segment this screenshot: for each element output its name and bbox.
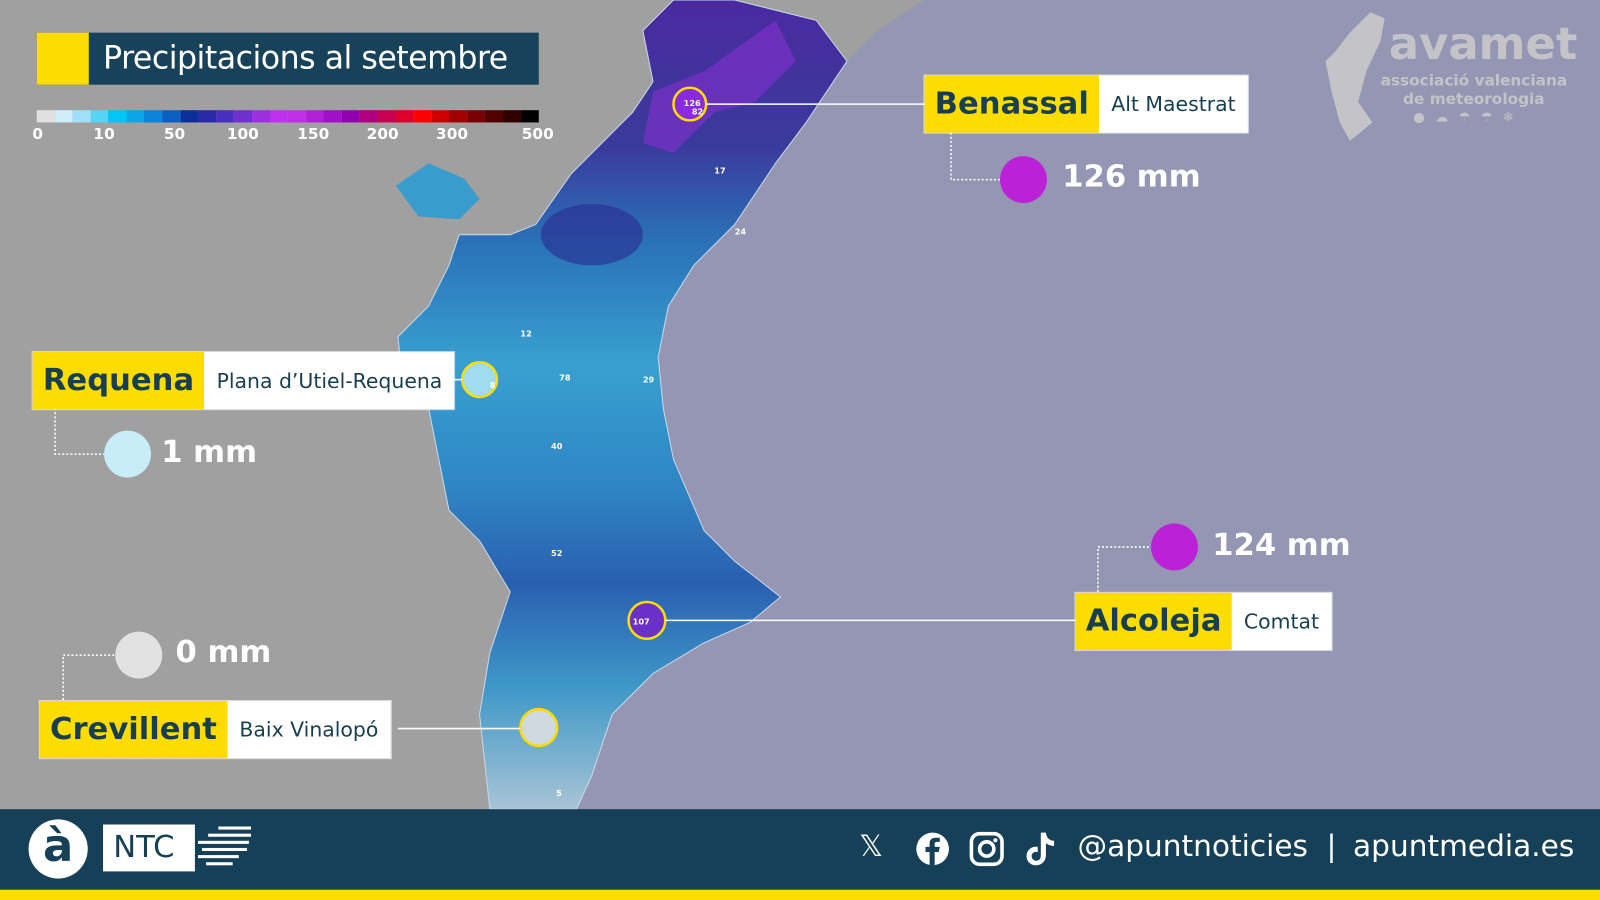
- station-label: 78: [559, 373, 571, 383]
- comarca-name: Baix Vinalopó: [227, 701, 391, 759]
- legend-tick: 50: [163, 124, 186, 143]
- avamet-line1: associació valenciana: [1380, 71, 1568, 90]
- marker-crevillent[interactable]: [519, 707, 559, 748]
- legend-swatch: [395, 110, 414, 123]
- value-dot: [104, 430, 152, 478]
- apunt-logo[interactable]: à: [28, 819, 88, 879]
- comarca-name: Alt Maestrat: [1099, 75, 1248, 133]
- comarca-name: Plana d’Utiel-Requena: [204, 352, 455, 410]
- station-label: 12: [520, 329, 531, 339]
- tiktok-icon[interactable]: [1024, 831, 1057, 868]
- ademuz-enclave: [395, 163, 480, 220]
- facebook-icon[interactable]: [915, 832, 950, 867]
- legend-swatch: [90, 110, 109, 123]
- inland-heavy-area: [540, 204, 643, 266]
- legend-tick: 200: [366, 124, 399, 143]
- legend-swatch: [72, 110, 91, 123]
- legend-swatch: [287, 110, 306, 123]
- legend-swatch: [216, 110, 235, 123]
- legend-tick: 0: [32, 124, 44, 143]
- callout-requena: Requena Plana d’Utiel-Requena: [32, 352, 455, 410]
- legend-tick: 500: [521, 124, 554, 143]
- legend-swatch: [431, 110, 450, 123]
- legend-swatch: [36, 110, 55, 123]
- precip-value: 1 mm: [161, 434, 257, 471]
- precip-value: 124 mm: [1212, 527, 1351, 564]
- legend-swatch: [126, 110, 145, 123]
- station-label: 40: [551, 441, 563, 451]
- legend-swatch: [449, 110, 468, 123]
- avamet-logo: avamet associació valenciana de meteorol…: [1321, 10, 1578, 143]
- leader-lines: [397, 103, 1076, 730]
- color-scale: [36, 110, 539, 123]
- precip-value: 126 mm: [1062, 159, 1201, 195]
- legend-tick: 150: [297, 124, 330, 143]
- ntc-logo[interactable]: NTC: [103, 824, 195, 872]
- value-dot: [1151, 523, 1198, 571]
- weather-icons: ●☁☂☂❄: [1413, 110, 1525, 126]
- legend-swatch: [377, 110, 396, 123]
- legend-swatch: [341, 110, 360, 123]
- avamet-line2: de meteorologia: [1403, 89, 1545, 109]
- value-dot: [115, 631, 163, 679]
- legend-swatch: [162, 110, 181, 123]
- title-banner: Precipitacions al setembre: [36, 32, 539, 85]
- x-icon[interactable]: 𝕏: [859, 828, 884, 864]
- town-name: Alcoleja: [1075, 592, 1232, 650]
- station-label: 8: [490, 380, 496, 390]
- legend-swatch: [251, 110, 270, 123]
- instagram-icon[interactable]: [969, 831, 1004, 867]
- station-label: 107: [633, 616, 650, 626]
- legend-swatch: [180, 110, 199, 123]
- legend-swatch: [359, 110, 378, 123]
- comarca-name: Comtat: [1231, 592, 1332, 650]
- legend-swatch: [467, 110, 486, 123]
- legend-swatch: [485, 110, 504, 123]
- region-silhouette-icon: [1325, 12, 1385, 141]
- town-name: Benassal: [924, 75, 1100, 133]
- ntc-stripes-icon: [197, 826, 252, 866]
- sea-area: [571, 0, 1600, 810]
- legend-swatch: [54, 110, 73, 123]
- legend-swatch: [234, 110, 252, 123]
- legend-tick: 300: [436, 124, 469, 143]
- station-label: 52: [551, 548, 562, 558]
- avamet-name: avamet: [1388, 18, 1578, 71]
- social-handle[interactable]: @apuntnoticies: [1077, 828, 1308, 864]
- legend-swatch: [305, 110, 324, 123]
- station-label: 17: [714, 165, 726, 175]
- station-label: 24: [735, 227, 747, 237]
- footer-separator: |: [1326, 828, 1337, 864]
- legend-tick: 100: [226, 124, 259, 143]
- value-dot: [999, 156, 1047, 204]
- town-name: Requena: [32, 352, 205, 410]
- north-heavy-area: [642, 20, 796, 154]
- legend-swatch: [269, 110, 288, 123]
- legend-swatch: [198, 110, 217, 123]
- legend-swatch: [108, 110, 127, 123]
- station-label: 29: [643, 375, 655, 385]
- station-label: 82: [692, 106, 703, 116]
- legend-swatch: [521, 110, 539, 123]
- callout-alcoleja: Alcoleja Comtat: [1075, 592, 1332, 650]
- footer: [0, 809, 1600, 890]
- title-accent: [36, 32, 89, 85]
- valencia-region: [397, 0, 848, 810]
- website-link[interactable]: apuntmedia.es: [1353, 828, 1575, 864]
- legend-swatch: [323, 110, 342, 123]
- legend-swatch: [503, 110, 522, 123]
- station-label: 126: [684, 98, 701, 108]
- legend-swatch: [413, 110, 432, 123]
- legend-swatch: [144, 110, 163, 123]
- legend-tick: 10: [93, 124, 115, 143]
- footer-stripe: [0, 889, 1600, 900]
- precip-value: 0 mm: [175, 634, 272, 671]
- town-name: Crevillent: [39, 701, 228, 759]
- station-label: 5: [556, 788, 562, 798]
- callout-crevillent: Crevillent Baix Vinalopó: [39, 701, 391, 759]
- page-title: Precipitacions al setembre: [103, 39, 508, 77]
- callout-benassal: Benassal Alt Maestrat: [924, 75, 1248, 133]
